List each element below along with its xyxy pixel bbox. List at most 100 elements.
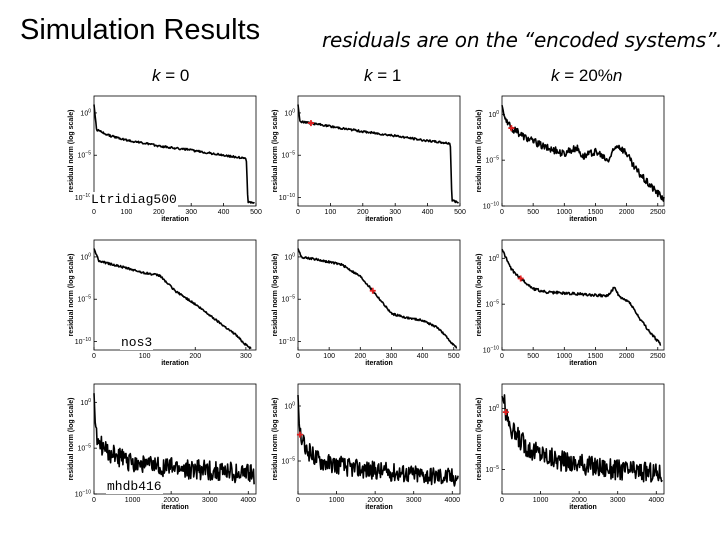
x-tick-label: 1000 <box>329 497 345 504</box>
x-axis-label: iteration <box>569 216 597 223</box>
residual-series-line <box>501 248 662 346</box>
x-tick-label: 1000 <box>557 353 573 360</box>
y-axis-label: residual norm (log scale) <box>476 110 483 193</box>
x-tick-label: 0 <box>296 209 300 216</box>
y-axis-label: residual norm (log scale) <box>476 254 483 337</box>
y-tick-label: 10−5 <box>486 465 500 474</box>
residual-series-line <box>93 248 252 350</box>
y-tick-label: 10−5 <box>282 151 296 160</box>
plot-r2c2: 0 1000 2000 3000 4000 100 10−5 iteration residua… <box>466 378 670 511</box>
plot-svg: 0 500 1000 1500 2000 2500 100 10−5 10−10 iteratio… <box>476 239 666 367</box>
plot-svg: 0 1000 2000 3000 4000 100 10−5 iteration residua… <box>272 383 461 511</box>
x-tick-label: 100 <box>121 209 133 216</box>
x-tick-label: 200 <box>189 353 201 360</box>
y-tick-label: 10−5 <box>78 444 92 453</box>
x-axis-label: iteration <box>161 216 189 223</box>
plot-r1c1: 0 100 200 300 400 500 100 10−5 10−10 iteration res… <box>262 234 466 367</box>
x-tick-label: 300 <box>240 353 252 360</box>
x-axis-label: iteration <box>365 360 393 367</box>
plot-frame <box>501 95 665 207</box>
column-header-eq: = <box>160 66 180 85</box>
x-tick-label: 2500 <box>650 209 666 216</box>
plot-r1c0: 0 100 200 300 100 10−5 10−10 iteration residual … <box>58 234 262 367</box>
x-tick-label: 1500 <box>588 353 604 360</box>
x-tick-label: 300 <box>185 209 197 216</box>
x-axis-label: iteration <box>161 504 189 511</box>
x-tick-label: 0 <box>92 353 96 360</box>
plot-svg: 0 100 200 300 400 500 100 10−5 10−10 iteration res… <box>68 95 262 223</box>
y-axis-label: residual norm (log scale) <box>272 110 279 193</box>
column-header-k20pct: k = 20%n <box>551 66 622 86</box>
x-tick-label: 400 <box>218 209 230 216</box>
slide-title: Simulation Results <box>20 14 261 46</box>
residual-series-line <box>297 248 458 349</box>
plot-svg: 0 100 200 300 400 500 100 10−5 10−10 iteration res… <box>272 95 466 223</box>
y-axis-label: residual norm (log scale) <box>68 110 75 193</box>
x-tick-label: 2000 <box>163 497 179 504</box>
y-tick-label: 100 <box>488 110 499 119</box>
residual-series-line <box>501 105 665 202</box>
column-header-value: 1 <box>391 66 402 85</box>
marker-point <box>296 431 303 438</box>
column-header-var: k <box>364 66 373 85</box>
y-tick-label: 100 <box>80 108 91 117</box>
x-tick-label: 3000 <box>406 497 422 504</box>
residual-series-line <box>297 394 459 487</box>
y-tick-label: 100 <box>284 252 295 261</box>
row-label-ltridiag500: Ltridiag500 <box>90 192 178 207</box>
x-tick-label: 1500 <box>588 209 604 216</box>
y-axis-label: residual norm (log scale) <box>476 398 483 481</box>
x-axis-label: iteration <box>569 504 597 511</box>
plot-frame <box>93 95 257 207</box>
x-tick-label: 100 <box>139 353 151 360</box>
x-axis-label: iteration <box>365 216 393 223</box>
plot-svg: 0 100 200 300 100 10−5 10−10 iteration residual … <box>68 239 257 367</box>
plot-r0c2: 0 500 1000 1500 2000 2500 100 10−5 10−10 iteratio… <box>466 90 670 223</box>
y-tick-label: 10−5 <box>282 457 296 466</box>
x-axis-label: iteration <box>365 504 393 511</box>
y-tick-label: 10−10 <box>279 193 295 202</box>
x-tick-label: 2000 <box>571 497 587 504</box>
residual-series-line <box>93 104 255 204</box>
column-header-eq: = <box>559 66 579 85</box>
y-tick-label: 10−5 <box>78 151 92 160</box>
y-tick-label: 10−5 <box>282 295 296 304</box>
x-tick-label: 1000 <box>125 497 141 504</box>
marker-point <box>502 409 509 416</box>
plot-frame <box>297 239 461 351</box>
y-tick-label: 100 <box>488 404 499 413</box>
y-tick-label: 10−5 <box>486 300 500 309</box>
x-tick-label: 500 <box>250 209 262 216</box>
plot-r0c1: 0 100 200 300 400 500 100 10−5 10−10 iteration res… <box>262 90 466 223</box>
x-tick-label: 0 <box>500 353 504 360</box>
row-label-mhdb416: mhdb416 <box>106 479 163 494</box>
x-tick-label: 400 <box>422 209 434 216</box>
plot-svg: 0 1000 2000 3000 4000 100 10−5 iteration residua… <box>476 383 665 511</box>
marker-point <box>307 120 314 127</box>
y-tick-label: 10−10 <box>75 193 91 202</box>
plot-frame <box>93 239 257 351</box>
plot-r2c1: 0 1000 2000 3000 4000 100 10−5 iteration residua… <box>262 378 466 511</box>
x-tick-label: 200 <box>153 209 165 216</box>
column-header-value: 0 <box>179 66 190 85</box>
plot-r0c0: 0 100 200 300 400 500 100 10−5 10−10 iteration res… <box>58 90 262 223</box>
plot-svg: 0 1000 2000 3000 4000 100 10−5 10−10 iteration re… <box>68 383 257 511</box>
y-axis-label: residual norm (log scale) <box>68 254 75 337</box>
y-axis-label: residual norm (log scale) <box>272 398 279 481</box>
y-tick-label: 100 <box>80 252 91 261</box>
column-header-var: k <box>152 66 161 85</box>
y-axis-label: residual norm (log scale) <box>272 254 279 337</box>
column-header-eq: = <box>372 66 392 85</box>
plot-r2c0: 0 1000 2000 3000 4000 100 10−5 10−10 iteration re… <box>58 378 262 511</box>
x-tick-label: 2000 <box>619 353 635 360</box>
y-tick-label: 100 <box>284 108 295 117</box>
marker-point <box>517 275 524 282</box>
residual-series-line <box>501 394 663 483</box>
x-tick-label: 200 <box>357 209 369 216</box>
x-tick-label: 400 <box>417 353 429 360</box>
y-tick-label: 100 <box>284 402 295 411</box>
x-tick-label: 100 <box>325 209 337 216</box>
y-tick-label: 10−5 <box>78 295 92 304</box>
plot-svg: 0 100 200 300 400 500 100 10−5 10−10 iteration res… <box>272 239 461 367</box>
x-tick-label: 200 <box>354 353 366 360</box>
